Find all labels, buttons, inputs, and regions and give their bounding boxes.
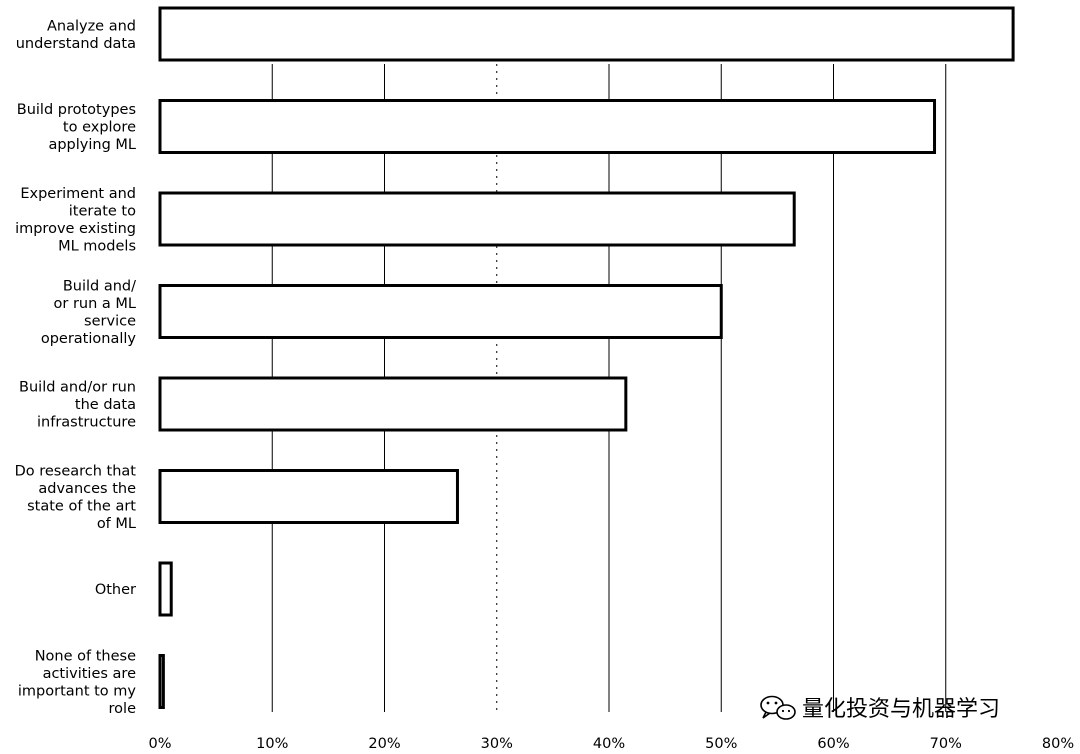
x-tick-label: 70% [930,736,962,752]
bar [158,376,628,432]
bars [158,6,1015,709]
wechat-icon [760,695,796,720]
bar [158,6,1015,62]
x-tick-label: 0% [148,736,171,752]
category-label: None of these activities are important to … [18,648,137,717]
watermark-text: 量化投资与机器学习 [802,697,1000,722]
x-tick-label: 80% [1042,736,1074,752]
bar [158,561,173,617]
x-tick-label: 50% [705,736,737,752]
x-tick-label: 20% [368,736,400,752]
bar [158,284,723,339]
category-label: Experiment and iterate to improve existing… [15,186,136,255]
watermark: 量化投资与机器学习 [760,695,1000,722]
x-tick-label: 10% [256,736,288,752]
category-labels: Analyze and understand data Build prototyp… [15,18,137,717]
bar [158,191,796,247]
x-tick-label: 60% [817,736,849,752]
x-tick-label: 40% [593,736,625,752]
category-label: Build and/or run the data infrastructure [19,380,136,431]
category-label: Other [95,582,136,598]
bar [158,99,937,154]
bar [158,654,165,709]
category-label: Build prototypes to explore applying ML [17,102,136,153]
category-label: Do research that advances the state of the… [15,463,137,532]
bar [158,469,459,524]
category-label: Build and/or run a ML service operationall… [41,278,137,347]
category-label: Analyze and understand data [16,18,136,52]
x-tick-labels: 0% 10% 20% 30% 40% 50% 60% 70% 80% [148,736,1074,752]
x-tick-label: 30% [481,736,513,752]
